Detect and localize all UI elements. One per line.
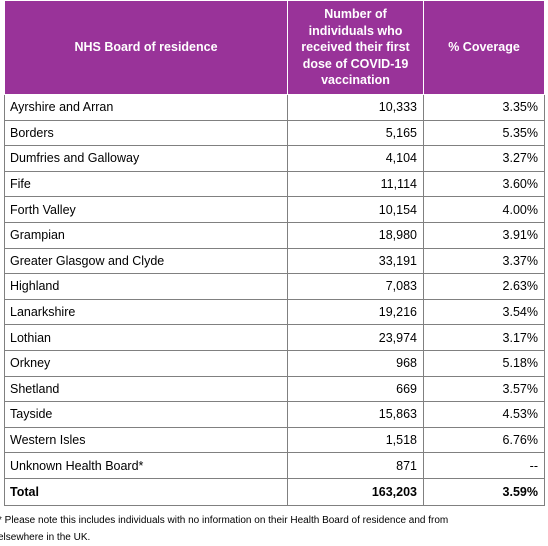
coverage-cell: 4.00% <box>423 196 545 223</box>
first-dose-count-cell: 669 <box>287 375 424 403</box>
coverage-cell: 4.53% <box>423 401 545 428</box>
header-coverage: % Coverage <box>423 0 545 95</box>
table-header-row: NHS Board of residence Number of individ… <box>4 0 545 95</box>
table-row: Western Isles 1,518 6.76% <box>4 426 545 454</box>
coverage-cell: 3.57% <box>423 375 545 403</box>
first-dose-count-cell: 968 <box>287 349 424 377</box>
table-row: Ayrshire and Arran 10,333 3.35% <box>4 94 545 121</box>
header-first-dose-count: Number of individuals who received their… <box>287 0 424 95</box>
table-row: Dumfries and Galloway 4,104 3.27% <box>4 145 545 172</box>
board-name-cell: Borders <box>4 119 288 147</box>
coverage-cell: 3.60% <box>423 170 545 198</box>
board-name-cell: Western Isles <box>4 426 288 454</box>
board-name-cell: Unknown Health Board* <box>4 452 288 479</box>
board-name-cell: Lothian <box>4 324 288 351</box>
first-dose-count-cell: 33,191 <box>287 247 424 275</box>
coverage-cell: 3.35% <box>423 94 545 121</box>
board-name-cell: Orkney <box>4 349 288 377</box>
coverage-cell: 3.37% <box>423 247 545 275</box>
footnote-line-1: * Please note this includes individuals … <box>0 514 449 526</box>
first-dose-count-cell: 10,333 <box>287 94 424 121</box>
board-name-cell: Forth Valley <box>4 196 288 223</box>
board-name-cell: Ayrshire and Arran <box>4 94 288 121</box>
vaccination-coverage-table: NHS Board of residence Number of individ… <box>4 0 545 506</box>
table-row: Borders 5,165 5.35% <box>4 119 545 147</box>
coverage-cell: 6.76% <box>423 426 545 454</box>
first-dose-count-cell: 11,114 <box>287 170 424 198</box>
total-label-cell: Total <box>4 477 288 506</box>
board-name-cell: Shetland <box>4 375 288 403</box>
table-row: Fife 11,114 3.60% <box>4 170 545 198</box>
table-body: Ayrshire and Arran 10,333 3.35% Borders … <box>4 94 545 506</box>
first-dose-count-cell: 1,518 <box>287 426 424 454</box>
first-dose-count-cell: 4,104 <box>287 145 424 172</box>
first-dose-count-cell: 7,083 <box>287 273 424 300</box>
table-row: Lothian 23,974 3.17% <box>4 324 545 351</box>
first-dose-count-cell: 19,216 <box>287 298 424 326</box>
table-row: Forth Valley 10,154 4.00% <box>4 196 545 223</box>
board-name-cell: Greater Glasgow and Clyde <box>4 247 288 275</box>
footnote: * Please note this includes individuals … <box>0 512 546 546</box>
total-first-dose-count-cell: 163,203 <box>287 477 424 506</box>
board-name-cell: Highland <box>4 273 288 300</box>
board-name-cell: Grampian <box>4 221 288 249</box>
table-row: Tayside 15,863 4.53% <box>4 401 545 428</box>
table-row: Unknown Health Board* 871 -- <box>4 452 545 479</box>
coverage-cell: 3.91% <box>423 221 545 249</box>
first-dose-count-cell: 18,980 <box>287 221 424 249</box>
coverage-cell: 5.18% <box>423 349 545 377</box>
table-row: Lanarkshire 19,216 3.54% <box>4 298 545 326</box>
first-dose-count-cell: 5,165 <box>287 119 424 147</box>
coverage-cell: 2.63% <box>423 273 545 300</box>
header-nhs-board: NHS Board of residence <box>4 0 288 95</box>
board-name-cell: Tayside <box>4 401 288 428</box>
table-row: Orkney 968 5.18% <box>4 349 545 377</box>
coverage-cell: -- <box>423 452 545 479</box>
first-dose-count-cell: 15,863 <box>287 401 424 428</box>
first-dose-count-cell: 23,974 <box>287 324 424 351</box>
board-name-cell: Dumfries and Galloway <box>4 145 288 172</box>
coverage-cell: 5.35% <box>423 119 545 147</box>
coverage-cell: 3.27% <box>423 145 545 172</box>
total-row: Total 163,203 3.59% <box>4 477 545 506</box>
table-row: Shetland 669 3.57% <box>4 375 545 403</box>
table-row: Highland 7,083 2.63% <box>4 273 545 300</box>
first-dose-count-cell: 10,154 <box>287 196 424 223</box>
first-dose-count-cell: 871 <box>287 452 424 479</box>
table-row: Greater Glasgow and Clyde 33,191 3.37% <box>4 247 545 275</box>
footnote-line-2: elsewhere in the UK. <box>0 531 91 543</box>
board-name-cell: Fife <box>4 170 288 198</box>
total-coverage-cell: 3.59% <box>423 477 545 506</box>
coverage-cell: 3.54% <box>423 298 545 326</box>
board-name-cell: Lanarkshire <box>4 298 288 326</box>
table-row: Grampian 18,980 3.91% <box>4 221 545 249</box>
coverage-cell: 3.17% <box>423 324 545 351</box>
